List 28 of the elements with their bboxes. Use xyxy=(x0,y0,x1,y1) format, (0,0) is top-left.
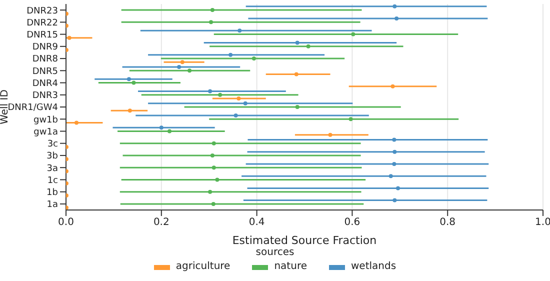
x-tick-label: 1.0 xyxy=(535,217,550,228)
y-tick-label: 3c xyxy=(47,140,58,150)
y-tick-label: 1a xyxy=(46,200,58,210)
y-tick-label: DNR1/GW4 xyxy=(8,103,58,114)
y-tick-label: DNR8 xyxy=(32,54,58,65)
legend-label: agriculture xyxy=(176,260,230,274)
y-tick-label: DNR15 xyxy=(26,30,58,40)
legend-title: sources xyxy=(254,246,296,260)
y-tick-label: 1c xyxy=(47,176,58,186)
legend-label: nature xyxy=(274,260,307,274)
y-tick-label: DNR22 xyxy=(26,18,58,28)
legend-label: wetlands xyxy=(351,260,396,274)
x-tick-label: 0.4 xyxy=(248,217,265,228)
y-tick-label: 1b xyxy=(46,188,58,198)
y-tick-label: DNR5 xyxy=(32,66,58,77)
y-tick-label: DNR9 xyxy=(32,42,58,53)
y-tick-label: DNR23 xyxy=(26,6,58,16)
x-tick-label: 0.2 xyxy=(153,217,170,228)
y-tick-label: gw1b xyxy=(33,115,58,126)
y-tick-label: 3b xyxy=(46,152,58,162)
y-tick-label: gw1a xyxy=(34,127,58,138)
y-tick-label: 3a xyxy=(46,164,58,174)
x-tick-label: 0.0 xyxy=(58,217,74,228)
y-tick-label: DNR3 xyxy=(32,91,58,102)
x-axis-title: Estimated Source Fraction xyxy=(232,234,377,247)
x-tick-label: 0.6 xyxy=(344,217,360,228)
x-tick-label: 0.8 xyxy=(440,217,456,228)
y-tick-label: DNR4 xyxy=(32,78,58,89)
